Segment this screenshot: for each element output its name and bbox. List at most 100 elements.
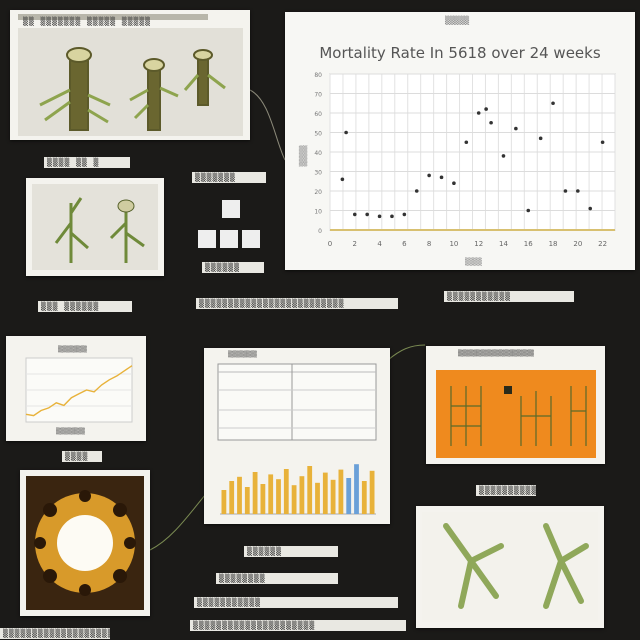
- dashboard-card[interactable]: ▒▒▒▒▒▒▒▒: [204, 348, 390, 524]
- dash-bar: [354, 464, 359, 514]
- scatter-point: [427, 173, 431, 178]
- scatter-point: [377, 214, 382, 219]
- small-line-series: [25, 365, 133, 417]
- scatter-point: [489, 120, 493, 125]
- chart-header-small: ▒▒▒▒▒: [445, 16, 470, 25]
- dash-bar: [369, 470, 375, 514]
- radial-specimen-card[interactable]: [20, 470, 150, 616]
- dashboard-table-grid: [217, 363, 377, 441]
- label-strip-11: ▒▒▒▒▒▒▒▒▒▒▒: [194, 597, 398, 608]
- scatter-plot-svg: 0 10 20 30 40 50 60 70 80 0 2 4 6 8 10 12 14 16 18 20 22: [314, 72, 616, 248]
- scatter-point: [439, 175, 444, 180]
- small-chart-xlabel: ▒▒▒▒▒▒▒▒: [56, 428, 85, 435]
- scatter-point: [452, 181, 456, 185]
- orange-panel-title: ▒▒▒▒▒▒▒▒▒▒▒▒▒▒▒▒▒▒▒▒▒: [458, 350, 534, 357]
- y-tick-label: 30: [314, 170, 322, 177]
- dash-bar: [315, 482, 320, 514]
- dash-bar: [260, 484, 266, 514]
- specimen-card-header-bar: [18, 14, 208, 20]
- specimen-card-sprouts[interactable]: [26, 178, 164, 276]
- label-strip-13: ▒▒▒▒▒▒▒▒▒▒▒▒▒▒▒▒▒▒▒▒▒▒▒: [0, 628, 110, 639]
- x-tick-label: 4: [377, 240, 382, 248]
- x-tick-label: 22: [598, 240, 607, 248]
- main-scatter-chart-card[interactable]: ▒▒▒▒▒ Mortality Rate In 5618 over 24 wee…: [285, 12, 635, 270]
- dash-bar: [237, 476, 242, 514]
- scatter-point: [390, 214, 394, 219]
- label-strip-4: ▒▒▒▒▒▒: [202, 262, 264, 273]
- dash-bar: [361, 481, 367, 514]
- label-strip-7: ▒▒▒▒: [62, 451, 102, 462]
- scatter-point: [402, 212, 407, 217]
- y-tick-label: 50: [314, 131, 322, 138]
- chart-title: Mortality Rate In 5618 over 24 weeks: [319, 44, 601, 62]
- dash-bar: [307, 466, 313, 514]
- sprout-specimen-illustration: [32, 184, 158, 270]
- scatter-point: [464, 140, 469, 145]
- label-strip-1: ▒▒▒▒ ▒▒ ▒: [44, 157, 130, 168]
- scatter-point: [501, 154, 506, 158]
- label-strip-6: ▒▒▒▒▒▒▒▒▒▒▒: [444, 291, 574, 302]
- label-strip-2: ▒▒▒▒▒▒▒: [192, 172, 266, 183]
- label-strip-3: ▒▒▒ ▒▒▒▒▒▒: [38, 301, 132, 312]
- y-tick-label: 60: [314, 111, 322, 118]
- x-tick-label: 20: [573, 240, 582, 248]
- scatter-point: [576, 189, 580, 193]
- label-strip-9: ▒▒▒▒▒▒: [244, 546, 338, 557]
- dash-bar: [221, 490, 227, 514]
- x-tick-label: 16: [524, 240, 533, 248]
- label-strip-12: ▒▒▒▒▒▒▒▒▒▒▒▒▒▒▒▒▒▒▒▒▒: [190, 620, 406, 631]
- dash-bar: [338, 469, 344, 514]
- scatter-point: [526, 208, 531, 213]
- root-specimen-illustration: [422, 512, 598, 622]
- orange-root-diagram: [436, 370, 596, 458]
- scatter-point: [551, 101, 555, 106]
- dash-bar: [276, 479, 281, 514]
- dash-bar: [330, 479, 336, 514]
- dash-bar: [229, 481, 235, 514]
- label-strip-8: ▒▒▒▒▒▒▒▒▒▒▒▒▒▒: [476, 485, 536, 496]
- dash-bar: [322, 472, 328, 514]
- x-tick-label: 18: [549, 240, 558, 248]
- scatter-point: [476, 111, 481, 115]
- mini-flow-diagram: [198, 200, 260, 250]
- trunk-specimen-illustration: [18, 28, 243, 136]
- x-tick-label: 8: [427, 240, 431, 248]
- scatter-point: [563, 189, 568, 193]
- scatter-point: [600, 140, 605, 145]
- x-tick-label: 12: [474, 240, 483, 248]
- dash-bar: [283, 469, 289, 514]
- scatter-point: [340, 177, 345, 182]
- x-tick-label: 2: [353, 240, 357, 248]
- root-specimen-card[interactable]: [416, 506, 604, 628]
- dashboard-title: ▒▒▒▒▒▒▒▒: [228, 351, 257, 358]
- dash-bar: [346, 478, 352, 514]
- label-strip-5: ▒▒▒▒▒▒▒▒▒▒▒▒▒▒▒▒▒▒▒▒▒▒▒▒▒: [196, 298, 398, 309]
- dash-bar: [268, 474, 274, 514]
- radial-specimen-illustration: [26, 476, 144, 610]
- scatter-point: [588, 206, 593, 211]
- small-chart-title: ▒▒▒▒▒▒▒▒: [58, 346, 87, 353]
- dash-bar: [291, 485, 297, 514]
- orange-diagram-card[interactable]: ▒▒▒▒▒▒▒▒▒▒▒▒▒▒▒▒▒▒▒▒▒: [426, 346, 605, 464]
- dashboard-bar-chart: [220, 464, 376, 515]
- x-tick-label: 10: [449, 240, 458, 248]
- scatter-point: [514, 126, 518, 131]
- small-line-chart-card[interactable]: ▒▒▒▒▒▒▒▒ ▒▒▒▒▒▒▒▒: [6, 336, 146, 441]
- scatter-point: [414, 189, 419, 193]
- scatter-point: [365, 212, 369, 217]
- y-tick-label: 80: [314, 72, 322, 79]
- x-axis-label: ▒▒▒▒: [465, 258, 482, 266]
- y-axis-label: ▒▒▒▒▒: [299, 145, 308, 167]
- scatter-point: [484, 107, 488, 111]
- dash-bar: [244, 487, 250, 514]
- y-tick-label: 0: [318, 228, 322, 235]
- small-line-svg: [25, 357, 133, 423]
- label-strip-0: ▒▒ ▒▒▒▒▒▒▒ ▒▒▒▒▒ ▒▒▒▒▒: [23, 17, 151, 26]
- specimen-card-trunks[interactable]: [10, 10, 250, 140]
- y-tick-label: 40: [314, 150, 322, 157]
- y-tick-label: 70: [314, 92, 322, 99]
- scatter-point: [538, 136, 543, 141]
- scatter-point: [344, 130, 348, 135]
- scatter-point: [352, 212, 357, 217]
- dash-bar: [252, 472, 258, 514]
